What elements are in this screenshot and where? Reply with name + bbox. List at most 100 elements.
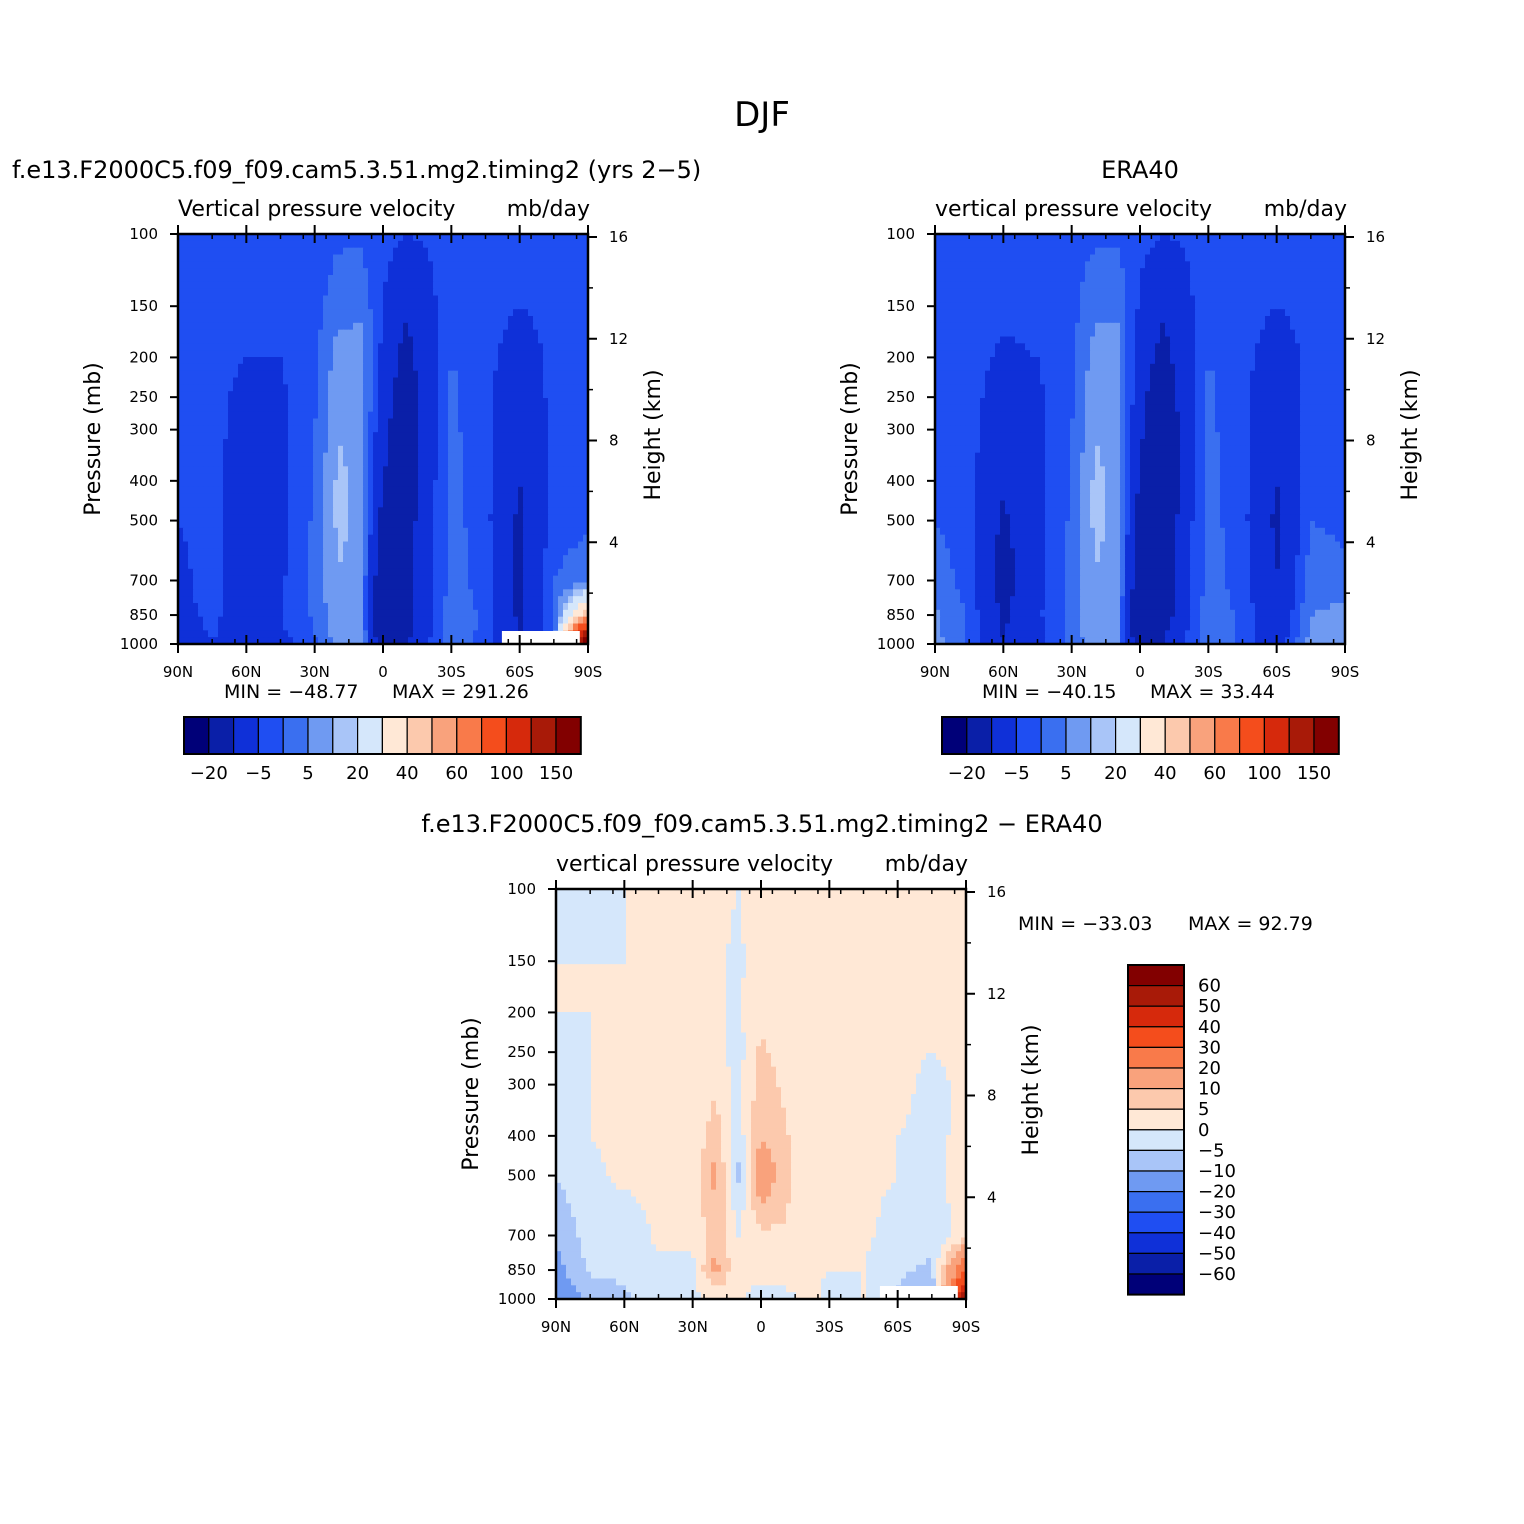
contour-cell — [563, 480, 569, 488]
contour-cell — [438, 555, 444, 563]
contour-cell — [568, 486, 574, 495]
contour-cell — [358, 254, 364, 262]
contour-cell — [438, 240, 444, 249]
contour-cell — [448, 240, 454, 249]
contour-cell — [523, 398, 529, 406]
contour-cell — [353, 555, 359, 563]
contour-cell — [228, 480, 234, 488]
contour-cell — [293, 363, 299, 372]
contour-cell — [193, 575, 199, 584]
contour-cell — [183, 445, 189, 454]
contour-cell — [398, 480, 404, 488]
contour-cell — [203, 527, 209, 536]
contour-cell — [253, 404, 259, 413]
contour-cell — [263, 288, 269, 297]
contour-cell — [578, 288, 584, 297]
contour-cell — [428, 527, 434, 536]
contour-cell — [583, 363, 589, 372]
contour-cell — [423, 391, 429, 399]
contour-cell — [308, 603, 314, 611]
contour-cell — [353, 384, 359, 392]
contour-cell — [498, 384, 504, 392]
contour-cell — [363, 466, 369, 474]
contour-cell — [468, 411, 474, 420]
contour-cell — [438, 288, 444, 297]
contour-cell — [183, 630, 189, 638]
contour-cell — [238, 247, 244, 256]
contour-cell — [483, 521, 489, 529]
contour-cell — [283, 521, 289, 529]
contour-cell — [543, 521, 549, 529]
contour-cell — [218, 247, 224, 256]
contour-cell — [203, 288, 209, 297]
contour-cell — [558, 445, 564, 454]
contour-cell — [223, 637, 229, 645]
contour-cell — [268, 521, 274, 529]
contour-cell — [483, 261, 489, 269]
contour-cell — [433, 527, 439, 536]
contour-cell — [253, 329, 259, 338]
contour-cell — [563, 398, 569, 406]
contour-cell — [418, 507, 424, 515]
contour-cell — [378, 363, 384, 372]
contour-cell — [358, 234, 364, 242]
contour-cell — [218, 500, 224, 508]
contour-cell — [228, 350, 234, 358]
contour-cell — [513, 439, 519, 447]
contour-cell — [183, 541, 189, 549]
contour-cell — [548, 398, 554, 406]
contour-cell — [348, 432, 354, 440]
contour-cell — [563, 609, 569, 618]
contour-cell — [383, 309, 389, 317]
contour-cell — [398, 295, 404, 303]
contour-cell — [338, 459, 344, 467]
contour-cell — [278, 582, 284, 590]
contour-cell — [438, 609, 444, 618]
contour-cell — [523, 268, 529, 276]
contour-cell — [233, 500, 239, 508]
contour-cell — [408, 295, 414, 303]
contour-cell — [383, 343, 389, 351]
contour-cell — [408, 411, 414, 420]
contour-cell — [228, 527, 234, 536]
contour-cell — [528, 398, 534, 406]
contour-cell — [483, 568, 489, 577]
contour-cell — [203, 329, 209, 338]
contour-cell — [388, 234, 394, 242]
contour-cell — [228, 493, 234, 502]
contour-cell — [558, 288, 564, 297]
contour-cell — [178, 527, 184, 536]
contour-cell — [178, 309, 184, 317]
contour-cell — [463, 493, 469, 502]
contour-cell — [198, 322, 204, 331]
contour-cell — [188, 268, 194, 276]
contour-cell — [363, 432, 369, 440]
contour-cell — [223, 281, 229, 290]
contour-cell — [318, 514, 324, 522]
contour-cell — [308, 452, 314, 461]
contour-cell — [278, 322, 284, 331]
contour-cell — [433, 596, 439, 604]
contour-cell — [238, 493, 244, 502]
contour-cell — [528, 541, 534, 549]
contour-cell — [533, 507, 539, 515]
contour-cell — [533, 439, 539, 447]
contour-cell — [223, 507, 229, 515]
contour-cell — [328, 377, 334, 385]
contour-cell — [508, 275, 514, 283]
contour-cell — [568, 500, 574, 508]
contour-cell — [473, 603, 479, 611]
contour-cell — [213, 521, 219, 529]
contour-cell — [253, 637, 259, 645]
contour-cell — [183, 439, 189, 447]
contour-cell — [568, 240, 574, 249]
contour-cell — [533, 562, 539, 570]
contour-cell — [198, 630, 204, 638]
contour-cell — [228, 281, 234, 290]
contour-cell — [273, 411, 279, 420]
contour-cell — [238, 288, 244, 297]
contour-cell — [548, 473, 554, 481]
contour-cell — [383, 534, 389, 543]
contour-cell — [498, 254, 504, 262]
contour-cell — [483, 582, 489, 590]
